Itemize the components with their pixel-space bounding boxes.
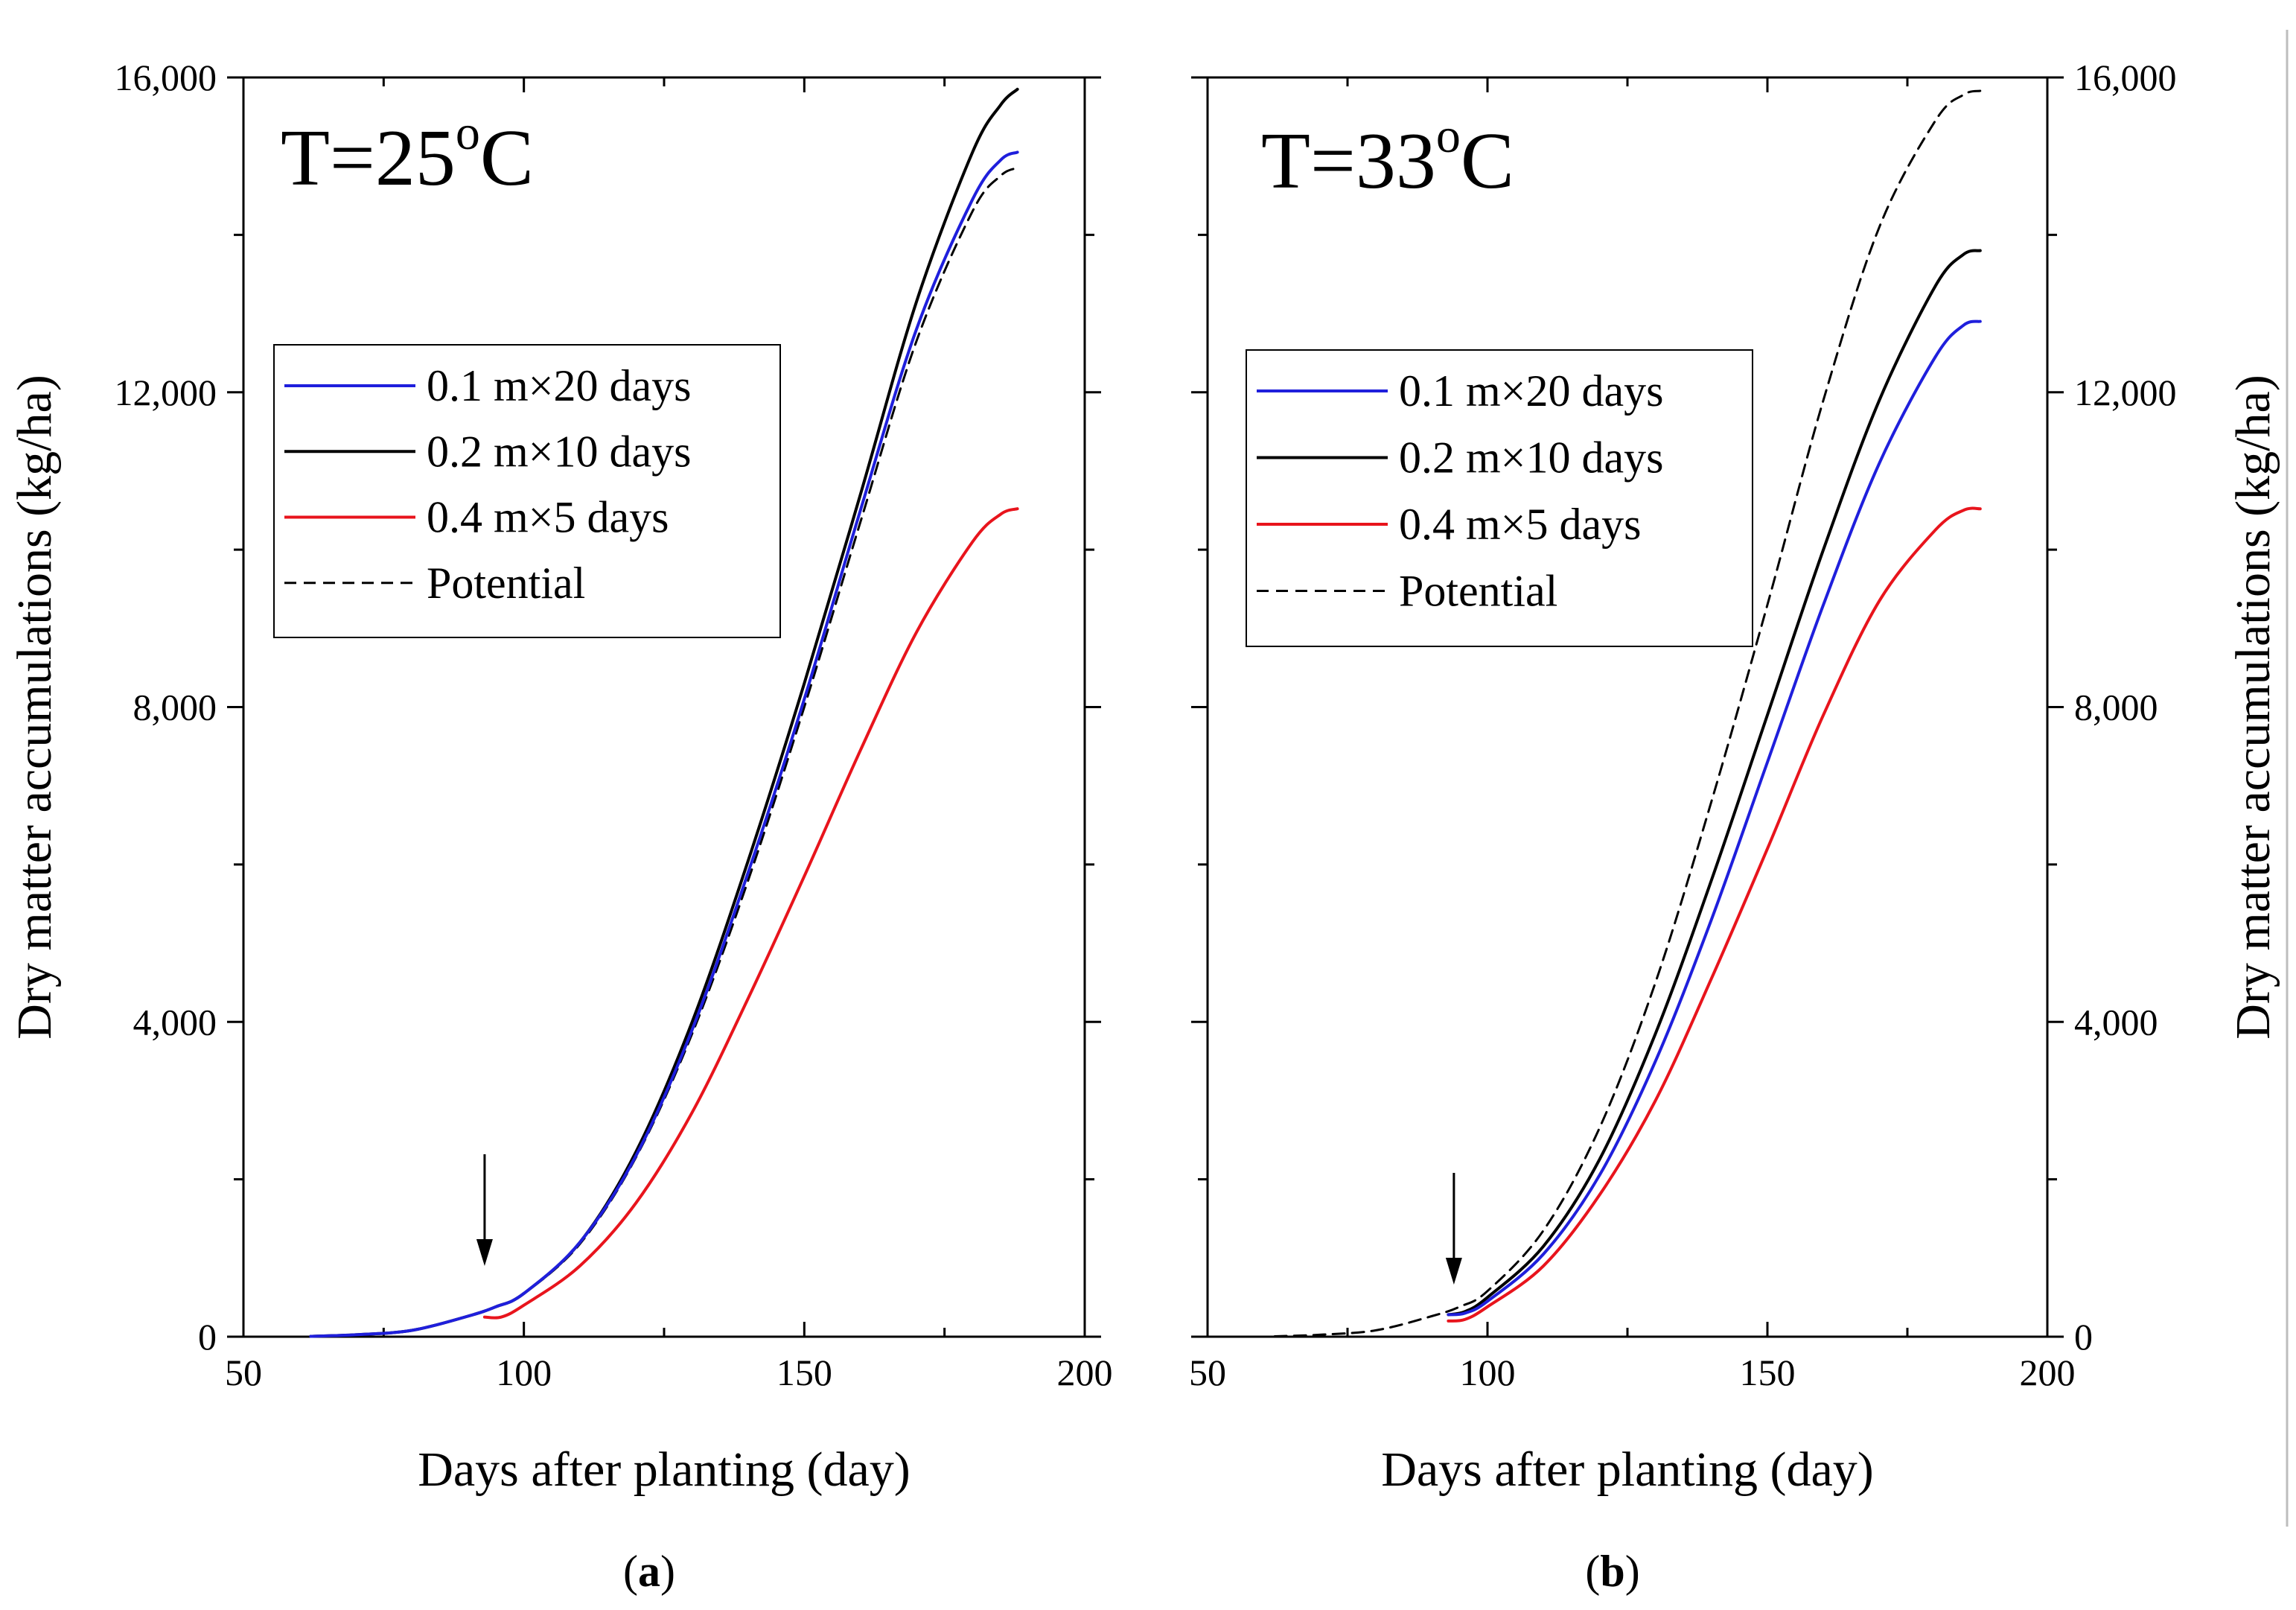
- y-tick-label: 4,000: [133, 1001, 217, 1043]
- x-tick-label: 100: [1460, 1352, 1516, 1393]
- series-line-0-1-m-20-days: [309, 150, 1019, 1338]
- y-tick-label: 8,000: [133, 687, 217, 728]
- y-tick-label: 8,000: [2074, 687, 2158, 728]
- legend-label: Potential: [427, 559, 585, 608]
- x-axis-label: Days after planting (day): [1381, 1442, 1874, 1497]
- panel-label: (b): [1585, 1547, 1639, 1596]
- y-tick-label: 12,000: [2074, 372, 2177, 413]
- series-line-0-2-m-10-days: [309, 87, 1019, 1338]
- legend-box: [1246, 349, 1753, 647]
- plot-frame: [242, 76, 1086, 1338]
- legend-label: Potential: [1399, 567, 1557, 616]
- y-axis-label: Dry matter accumulations (kg/ha): [7, 375, 62, 1040]
- y-tick-label: 4,000: [2074, 1001, 2158, 1043]
- arrow-head: [1445, 1258, 1462, 1285]
- legend-label: 0.4 m×5 days: [427, 493, 669, 542]
- x-tick-label: 150: [777, 1352, 832, 1393]
- panel-a: 50 100 150 200 0 4,000 8,000 12,000 16,000 Days a…: [7, 57, 1113, 1596]
- legend-label: 0.1 m×20 days: [1399, 366, 1664, 416]
- x-tick-label: 100: [496, 1352, 552, 1393]
- legend-label: 0.2 m×10 days: [427, 427, 692, 476]
- x-axis-label: Days after planting (day): [418, 1442, 911, 1497]
- series-line-potential: [1273, 89, 1982, 1337]
- y-axis-label: Dry matter accumulations (kg/ha): [2226, 375, 2280, 1040]
- x-tick-label: 200: [1057, 1352, 1113, 1393]
- temperature-label: T=25oC: [281, 106, 534, 203]
- series-line-0-1-m-20-days: [1447, 319, 1982, 1317]
- legend-box: [273, 344, 781, 638]
- legend-label: 0.1 m×20 days: [427, 361, 692, 410]
- y-tick-label: 0: [198, 1316, 217, 1358]
- series-line-0-2-m-10-days: [1447, 249, 1982, 1317]
- x-tick-label: 50: [225, 1352, 262, 1393]
- legend-label: 0.2 m×10 days: [1399, 433, 1664, 483]
- x-tick-label: 50: [1189, 1352, 1226, 1393]
- x-tick-label: 150: [1740, 1352, 1796, 1393]
- panel-label: (a): [623, 1547, 675, 1596]
- x-tick-label: 200: [2020, 1352, 2076, 1393]
- temperature-label: T=33oC: [1261, 109, 1514, 206]
- plot-frame: [1206, 76, 2049, 1338]
- y-tick-label: 16,000: [2074, 57, 2177, 98]
- legend-label: 0.4 m×5 days: [1399, 500, 1642, 549]
- y-tick-label: 16,000: [115, 57, 217, 98]
- y-tick-label: 12,000: [115, 372, 217, 413]
- series-line-0-4-m-5-days: [1447, 506, 1982, 1323]
- y-tick-label: 0: [2074, 1316, 2093, 1358]
- series-line-0-4-m-5-days: [482, 507, 1019, 1320]
- arrow-head: [476, 1239, 493, 1266]
